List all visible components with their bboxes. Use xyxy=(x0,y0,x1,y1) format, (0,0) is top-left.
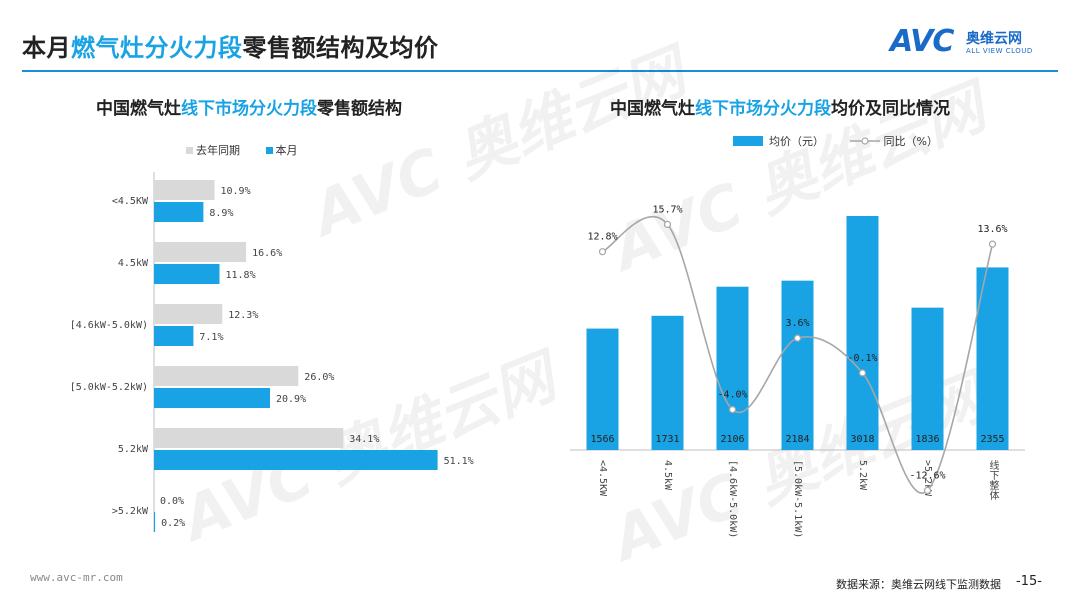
category-label: 4.5kW xyxy=(662,460,673,491)
data-label: 26.0% xyxy=(304,372,334,383)
right-chart-title: 中国燃气灶线下市场分火力段均价及同比情况 xyxy=(610,99,950,119)
price-bar xyxy=(976,267,1009,450)
yoy-point xyxy=(728,406,737,414)
yoy-label: 15.7% xyxy=(652,204,682,215)
page-number: -15- xyxy=(1016,574,1042,589)
legend-item-yoy: 同比（%） xyxy=(849,133,938,149)
price-label: 2184 xyxy=(785,434,809,445)
data-label: 51.1% xyxy=(444,456,474,467)
category-label: [5.0kW-5.2kW) xyxy=(70,382,148,393)
category-label: >5.2kW xyxy=(922,460,933,497)
footer-url: www.avc-mr.com xyxy=(30,571,123,584)
legend-swatch-prior xyxy=(186,146,193,154)
price-bar xyxy=(911,307,944,450)
right-combo-chart: 1566 <4.5KW 1731 4.5kW 2106 [4.6kW-5.0kW) 2184… xyxy=(570,204,1025,538)
yoy-label: 12.8% xyxy=(587,232,617,243)
legend-swatch-yoy xyxy=(849,137,880,145)
logo-english: ALL VIEW CLOUD xyxy=(966,47,1033,55)
category-label: <4.5KW xyxy=(597,460,608,497)
yoy-point xyxy=(598,248,607,256)
category-label: 5.2kW xyxy=(118,444,149,455)
yoy-point xyxy=(793,334,802,342)
price-label: 2355 xyxy=(980,434,1004,445)
legend-swatch-price xyxy=(733,136,763,146)
legend-item-prior: 去年同期 xyxy=(186,142,240,158)
bar-prior xyxy=(154,242,247,262)
price-label: 1836 xyxy=(915,434,939,445)
legend-swatch-current xyxy=(265,146,273,154)
legend-item-current: 本月 xyxy=(265,142,298,158)
data-label: 34.1% xyxy=(349,434,379,445)
yoy-label: 13.6% xyxy=(977,224,1007,235)
price-label: 2106 xyxy=(720,434,744,445)
data-label: 16.6% xyxy=(252,248,282,259)
data-label: 12.3% xyxy=(228,310,258,321)
category-label: [5.0kW-5.1kW) xyxy=(792,460,803,538)
data-label: 10.9% xyxy=(220,186,250,197)
left-chart-legend: 去年同期 本月 xyxy=(186,142,320,158)
bar-current xyxy=(154,326,194,346)
bar-prior xyxy=(154,366,299,386)
avc-logo: AVC 奥维云网 ALL VIEW CLOUD xyxy=(890,24,1060,60)
yoy-point xyxy=(988,240,997,248)
price-bar xyxy=(651,315,684,450)
data-label: 0.0% xyxy=(160,496,184,507)
bar-prior xyxy=(154,428,344,448)
bar-current xyxy=(154,450,438,470)
bar-current xyxy=(154,264,220,284)
left-chart-title: 中国燃气灶线下市场分火力段零售额结构 xyxy=(96,99,402,119)
price-label: 3018 xyxy=(850,434,874,445)
yoy-label: -12.6% xyxy=(909,470,945,481)
data-label: 11.8% xyxy=(225,270,255,281)
logo-mark: AVC xyxy=(890,24,954,59)
title-divider xyxy=(22,70,1058,72)
bar-current xyxy=(154,512,156,532)
data-label: 0.2% xyxy=(161,518,185,529)
data-label: 8.9% xyxy=(209,208,233,219)
category-label: 线下整体 xyxy=(987,459,999,501)
data-label: 20.9% xyxy=(276,394,306,405)
legend-item-price: 均价（元） xyxy=(733,133,824,149)
data-label: 7.1% xyxy=(199,332,223,343)
price-bar xyxy=(586,328,619,450)
bar-current xyxy=(154,202,204,222)
price-bar xyxy=(781,280,814,450)
category-label: 4.5kW xyxy=(118,258,149,269)
left-bar-chart: <4.5KW 10.9% 8.9% 4.5kW 16.6% 11.8% [4.6kW-5.0… xyxy=(70,172,474,532)
price-label: 1566 xyxy=(590,434,614,445)
category-label: 5.2kW xyxy=(857,460,868,491)
bar-current xyxy=(154,388,270,408)
logo-chinese: 奥维云网 xyxy=(966,31,1022,47)
page-title: 本月燃气灶分火力段零售额结构及均价 xyxy=(22,34,439,62)
yoy-point xyxy=(923,486,932,495)
yoy-point xyxy=(858,369,867,377)
category-label: <4.5KW xyxy=(112,196,149,207)
category-label: [4.6kW-5.0kW) xyxy=(727,460,738,538)
category-label: [4.6kW-5.0kW) xyxy=(70,320,148,331)
yoy-point xyxy=(663,220,672,229)
price-label: 1731 xyxy=(655,434,679,445)
right-chart-legend: 均价（元） 同比（%） xyxy=(733,133,960,149)
yoy-label: -0.1% xyxy=(847,353,877,364)
footer-source: 数据来源：奥维云网线下监测数据 xyxy=(836,578,1001,591)
yoy-label: -4.0% xyxy=(717,390,747,401)
price-bar xyxy=(846,216,879,450)
yoy-label: 3.6% xyxy=(785,318,809,329)
category-label: >5.2kW xyxy=(112,506,149,517)
bar-prior xyxy=(154,180,215,200)
bar-prior xyxy=(154,304,223,324)
price-bar xyxy=(716,286,749,450)
